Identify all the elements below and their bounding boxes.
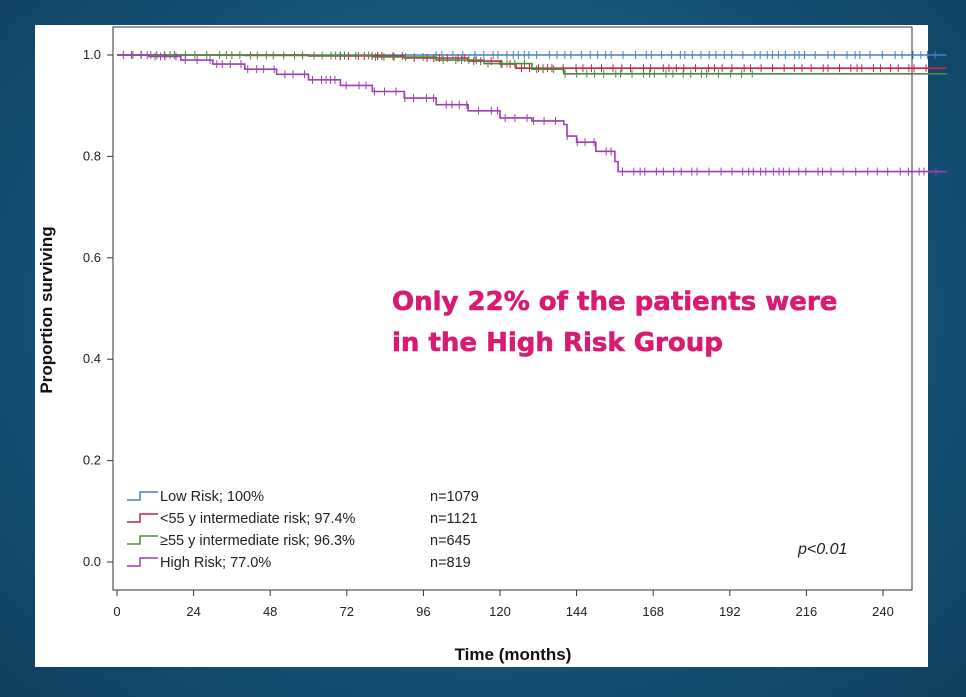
x-tick-label: 96 xyxy=(416,604,430,619)
legend-label-low: Low Risk; 100% xyxy=(160,489,264,505)
y-tick-label: 1.0 xyxy=(83,47,101,62)
legend-key-ge55 xyxy=(127,535,158,545)
y-tick-label: 0.6 xyxy=(83,250,101,265)
legend-key-low xyxy=(127,491,158,501)
legend-layer: Low Risk; 100% n=1079 <55 y intermediate r… xyxy=(127,489,479,571)
x-tick-label: 192 xyxy=(719,604,741,619)
p-value-label: p<0.01 xyxy=(797,541,847,558)
plot-frame xyxy=(112,26,913,591)
legend-label-lt55: <55 y intermediate risk; 97.4% xyxy=(160,511,356,527)
x-tick-label: 168 xyxy=(642,604,664,619)
x-tick-label: 144 xyxy=(566,604,588,619)
x-tick-label: 0 xyxy=(113,604,120,619)
series-line-high xyxy=(117,54,947,173)
legend-n-ge55: n=645 xyxy=(430,533,471,549)
x-tick-label: 24 xyxy=(186,604,200,619)
legend-key-lt55 xyxy=(127,513,158,523)
legend-n-low: n=1079 xyxy=(430,489,479,505)
legend-key-high xyxy=(127,557,158,567)
x-tick-label: 216 xyxy=(796,604,818,619)
legend-label-high: High Risk; 77.0% xyxy=(160,555,271,571)
legend-label-ge55: ≥55 y intermediate risk; 96.3% xyxy=(160,533,355,549)
callout-line-1: Only 22% of the patients were xyxy=(392,287,837,317)
x-axis-title: Time (months) xyxy=(455,645,572,664)
legend-n-high: n=819 xyxy=(430,555,471,571)
callout-line-2: in the High Risk Group xyxy=(392,328,723,358)
y-tick-label: 0.8 xyxy=(83,148,101,163)
x-tick-label: 48 xyxy=(263,604,277,619)
legend-n-lt55: n=1121 xyxy=(430,511,478,527)
y-tick-label: 0.2 xyxy=(83,453,101,468)
y-axis-title: Proportion surviving xyxy=(37,226,56,393)
x-tick-label: 72 xyxy=(340,604,354,619)
y-tick-label: 0.4 xyxy=(83,351,101,366)
x-tick-label: 120 xyxy=(489,604,511,619)
axis-layer: 0.0 0.2 0.4 0.6 0.8 1.0 0 24 48 72 96 120 144 168 192 2… xyxy=(83,47,894,619)
x-tick-label: 240 xyxy=(872,604,894,619)
plot-frame-layer xyxy=(112,26,913,591)
series-layer xyxy=(117,51,947,176)
y-tick-label: 0.0 xyxy=(83,554,101,569)
slide-panel xyxy=(35,25,928,667)
